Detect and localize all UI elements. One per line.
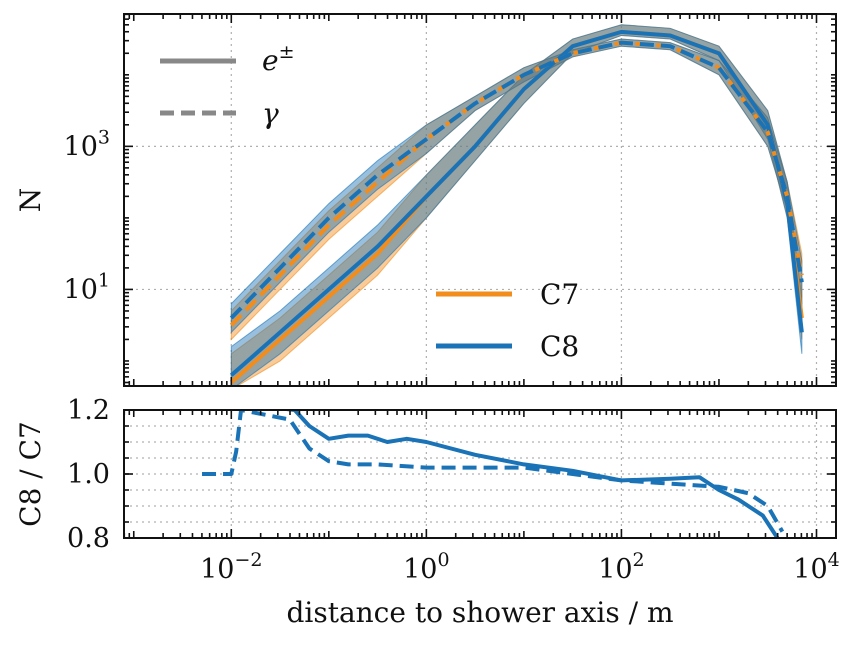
tick-base: 10: [200, 554, 234, 585]
line-ratio: [202, 410, 785, 533]
legend-c8-label: C8: [540, 330, 579, 363]
tick-base: 10: [403, 554, 437, 585]
ratio-series-lines: [202, 410, 785, 538]
tick-base: 10: [598, 554, 632, 585]
legend-particle-label-gamma: γ: [262, 97, 279, 130]
bottom-ylabel: C8 / C7: [14, 421, 47, 527]
bottom-y-tick-label: 0.8: [67, 523, 110, 554]
legend-particle-sup-e: ±: [279, 41, 295, 63]
bottom-y-tick-labels: 0.8 1.0 1.2: [67, 395, 110, 554]
tick-exponent: 3: [98, 126, 110, 148]
tick-exponent: 1: [98, 269, 110, 291]
tick-exponent: −2: [234, 549, 262, 571]
top-ylabel: N: [14, 188, 47, 213]
legend-particle-label-e: e±: [262, 41, 295, 77]
bottom-y-tick-label: 1.0: [67, 459, 110, 490]
x-tick-label: 10−2: [200, 549, 262, 585]
line-c8-e: [229, 29, 804, 377]
tick-base: 10: [64, 131, 98, 162]
top-axes-frame: [123, 13, 837, 387]
xlabel: distance to shower axis / m: [286, 596, 673, 629]
tick-base: 10: [793, 554, 827, 585]
x-tick-label: 100: [403, 549, 449, 585]
x-tick-labels: 10−2 100 102 104: [200, 549, 840, 585]
top-gridlines: [124, 14, 836, 386]
top-series-lines: [229, 29, 804, 384]
top-y-tick-label: 103: [64, 126, 110, 162]
tick-exponent: 4: [828, 549, 840, 571]
legend-particles: e± γ: [160, 41, 295, 130]
tick-exponent: 2: [633, 549, 645, 571]
bottom-panel: 0.81.01.2 10−2 100 102 104 C8 / C7 distance…: [14, 395, 840, 629]
x-tick-label: 104: [793, 549, 839, 585]
bottom-axes-frame: [123, 409, 837, 539]
x-tick-label: 102: [598, 549, 644, 585]
tick-base: 10: [64, 274, 98, 305]
line-c8: [229, 40, 804, 320]
legend-c7-label: C7: [540, 278, 579, 311]
top-y-tick-label: 101: [64, 269, 110, 305]
tick-exponent: 0: [437, 549, 449, 571]
line-ratio-e: [277, 410, 780, 538]
bottom-y-tick-label: 1.2: [67, 395, 110, 426]
legend-versions: C7 C8: [436, 278, 579, 363]
